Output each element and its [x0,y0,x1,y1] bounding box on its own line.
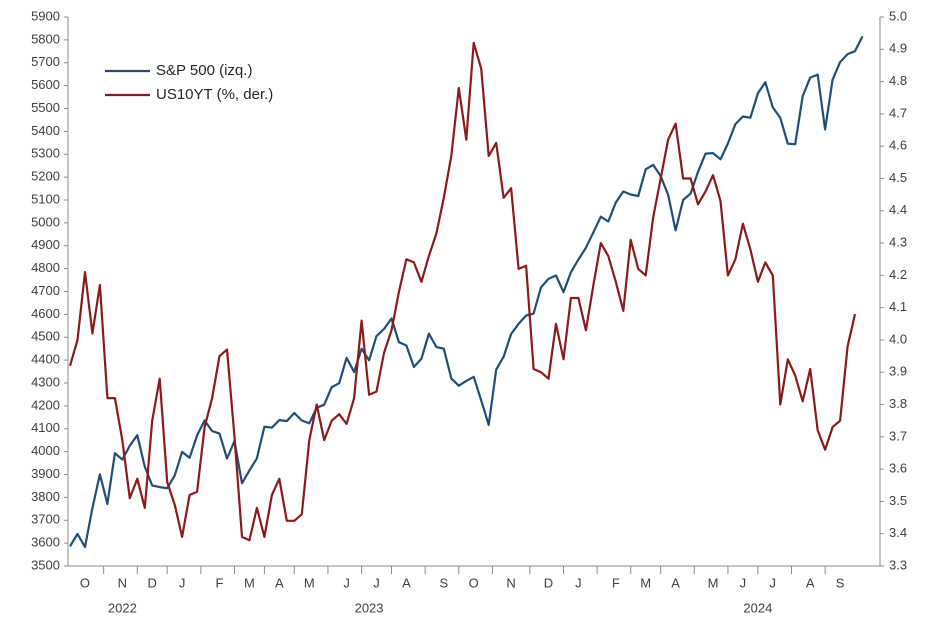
x-tick-label: J [770,575,777,590]
y-tick-label: 5700 [31,54,60,69]
y-tick-label: 4900 [31,237,60,252]
y-tick-label: 5900 [31,8,60,23]
x-tick-label: J [373,575,380,590]
y2-tick-label: 3.8 [889,396,907,411]
y2-tick-label: 3.7 [889,428,907,443]
y-tick-label: 4600 [31,306,60,321]
y-tick-label: 3500 [31,557,60,572]
legend-label: S&P 500 (izq.) [156,62,252,79]
year-label: 2022 [108,600,137,615]
y2-tick-label: 3.3 [889,557,907,572]
x-tick-label: D [148,575,157,590]
y-tick-label: 4700 [31,283,60,298]
series-line [69,35,864,549]
x-tick-label: J [575,575,582,590]
x-tick-label: A [402,575,411,590]
x-tick-label: J [179,575,186,590]
y2-tick-label: 4.6 [889,138,907,153]
x-tick-label: M [708,575,719,590]
y2-tick-label: 4.4 [889,202,907,217]
y-tick-label: 5100 [31,191,60,206]
legend-label: US10YT (%, der.) [156,86,273,103]
y-tick-label: 4500 [31,329,60,344]
x-tick-label: F [216,575,224,590]
y2-tick-label: 4.9 [889,41,907,56]
year-label: 2024 [743,600,772,615]
y-tick-label: 4300 [31,374,60,389]
y-tick-label: 5500 [31,100,60,115]
y-tick-label: 3800 [31,489,60,504]
x-tick-label: J [343,575,350,590]
y-tick-label: 4400 [31,352,60,367]
y-tick-label: 3600 [31,535,60,550]
y2-tick-label: 4.5 [889,170,907,185]
x-tick-label: O [80,575,90,590]
y2-tick-label: 3.4 [889,525,907,540]
x-tick-label: M [640,575,651,590]
x-tick-label: A [806,575,815,590]
y2-tick-label: 4.0 [889,331,907,346]
y2-tick-label: 3.5 [889,493,907,508]
x-tick-label: J [740,575,747,590]
x-tick-label: M [244,575,255,590]
y2-tick-label: 4.8 [889,73,907,88]
y-tick-label: 5000 [31,214,60,229]
y-tick-label: 5200 [31,169,60,184]
year-label: 2023 [355,600,384,615]
y-tick-label: 4800 [31,260,60,275]
series-line [68,41,857,542]
y-tick-label: 3900 [31,466,60,481]
x-tick-label: O [469,575,479,590]
y-tick-label: 5600 [31,77,60,92]
y-tick-label: 5400 [31,123,60,138]
y-tick-label: 3700 [31,512,60,527]
x-tick-label: N [506,575,515,590]
legend: S&P 500 (izq.) US10YT (%, der.) [105,62,273,103]
x-tick-label: S [439,575,448,590]
x-tick-label: S [836,575,845,590]
y2-tick-label: 5.0 [889,8,907,23]
y-tick-label: 4200 [31,397,60,412]
y2-tick-label: 4.2 [889,267,907,282]
y2-tick-label: 3.9 [889,364,907,379]
x-tick-label: F [612,575,620,590]
y-tick-label: 5800 [31,31,60,46]
x-tick-label: N [118,575,127,590]
y2-tick-label: 4.3 [889,234,907,249]
x-tick-label: A [671,575,680,590]
x-tick-label: M [304,575,315,590]
y-tick-label: 4000 [31,443,60,458]
y-tick-label: 5300 [31,146,60,161]
y2-tick-label: 4.7 [889,105,907,120]
x-tick-label: D [544,575,553,590]
y2-tick-label: 4.1 [889,299,907,314]
x-tick-label: A [275,575,284,590]
y-tick-label: 4100 [31,420,60,435]
y2-tick-label: 3.6 [889,461,907,476]
